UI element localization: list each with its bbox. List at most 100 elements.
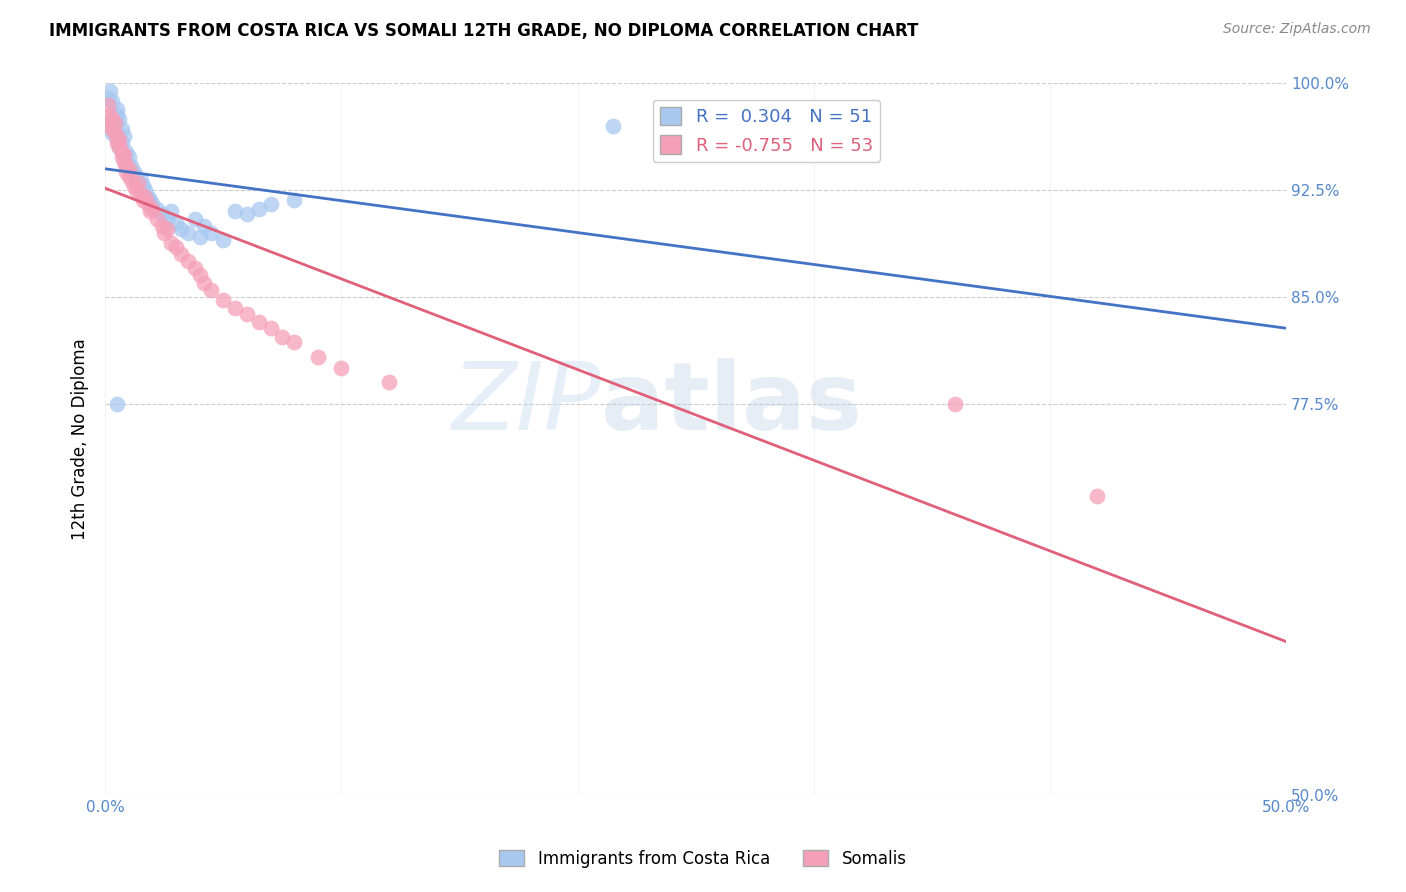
Point [115, 145, 138, 159]
Point [200, 226, 222, 240]
Y-axis label: 12th Grade, No Diploma: 12th Grade, No Diploma [72, 338, 89, 540]
Point [141, 197, 163, 211]
Point [188, 268, 211, 283]
Point [104, 116, 127, 130]
Point [111, 150, 134, 164]
Text: Source: ZipAtlas.com: Source: ZipAtlas.com [1223, 22, 1371, 37]
Point [111, 145, 134, 159]
Point [108, 130, 131, 145]
Point [139, 193, 162, 207]
Point [125, 169, 148, 183]
Point [193, 219, 215, 233]
Point [212, 233, 235, 247]
Point [247, 202, 270, 216]
Point [224, 301, 246, 316]
Legend: Immigrants from Costa Rica, Somalis: Immigrants from Costa Rica, Somalis [492, 844, 914, 875]
Text: ZIP: ZIP [451, 358, 602, 449]
Point [98, 119, 121, 133]
Point [101, 112, 124, 126]
Point [170, 221, 193, 235]
Point [165, 216, 187, 230]
Point [97, 97, 120, 112]
Point [146, 211, 169, 226]
Point [104, 116, 127, 130]
Point [120, 159, 142, 173]
Point [105, 396, 128, 410]
Point [136, 197, 159, 211]
Point [1085, 489, 1108, 503]
Point [101, 112, 124, 126]
Point [150, 207, 173, 221]
Point [105, 108, 128, 122]
Point [98, 119, 121, 133]
Point [112, 154, 135, 169]
Point [120, 173, 142, 187]
Point [377, 375, 399, 389]
Point [105, 133, 128, 147]
Text: IMMIGRANTS FROM COSTA RICA VS SOMALI 12TH GRADE, NO DIPLOMA CORRELATION CHART: IMMIGRANTS FROM COSTA RICA VS SOMALI 12T… [49, 22, 918, 40]
Point [98, 108, 121, 122]
Point [129, 173, 152, 187]
Point [122, 164, 145, 178]
Point [141, 202, 163, 216]
Point [188, 230, 211, 244]
Point [118, 161, 141, 176]
Point [118, 161, 141, 176]
Point [127, 176, 149, 190]
Point [108, 133, 131, 147]
Point [97, 90, 120, 104]
Point [236, 307, 259, 321]
Point [170, 247, 193, 261]
Point [101, 122, 124, 136]
Point [602, 119, 624, 133]
Point [132, 193, 155, 207]
Point [184, 211, 207, 226]
Point [104, 122, 127, 136]
Point [156, 221, 179, 235]
Point [104, 126, 127, 140]
Point [224, 204, 246, 219]
Point [330, 360, 353, 375]
Point [259, 197, 281, 211]
Point [125, 183, 148, 197]
Point [129, 187, 152, 202]
Point [150, 219, 173, 233]
Point [115, 159, 138, 173]
Point [247, 315, 270, 329]
Point [165, 240, 187, 254]
Point [115, 154, 138, 169]
Point [136, 190, 159, 204]
Point [177, 226, 200, 240]
Point [146, 202, 169, 216]
Point [943, 396, 966, 410]
Point [307, 350, 329, 364]
Point [283, 193, 305, 207]
Point [271, 329, 294, 343]
Point [127, 176, 149, 190]
Point [108, 140, 131, 154]
Point [177, 254, 200, 268]
Point [118, 150, 141, 164]
Text: atlas: atlas [602, 358, 862, 450]
Point [153, 226, 176, 240]
Point [118, 169, 141, 183]
Point [105, 102, 128, 116]
Point [160, 204, 183, 219]
Point [101, 94, 124, 108]
Point [101, 126, 124, 140]
Point [184, 261, 207, 276]
Point [122, 178, 145, 193]
Point [212, 293, 235, 307]
Point [112, 129, 135, 144]
Point [115, 164, 138, 178]
Point [111, 136, 134, 151]
Legend: R =  0.304   N = 51, R = -0.755   N = 53: R = 0.304 N = 51, R = -0.755 N = 53 [652, 100, 880, 161]
Point [134, 183, 156, 197]
Point [160, 235, 183, 250]
Point [259, 321, 281, 335]
Point [105, 130, 128, 145]
Point [156, 211, 179, 226]
Point [200, 283, 222, 297]
Point [139, 204, 162, 219]
Point [283, 335, 305, 350]
